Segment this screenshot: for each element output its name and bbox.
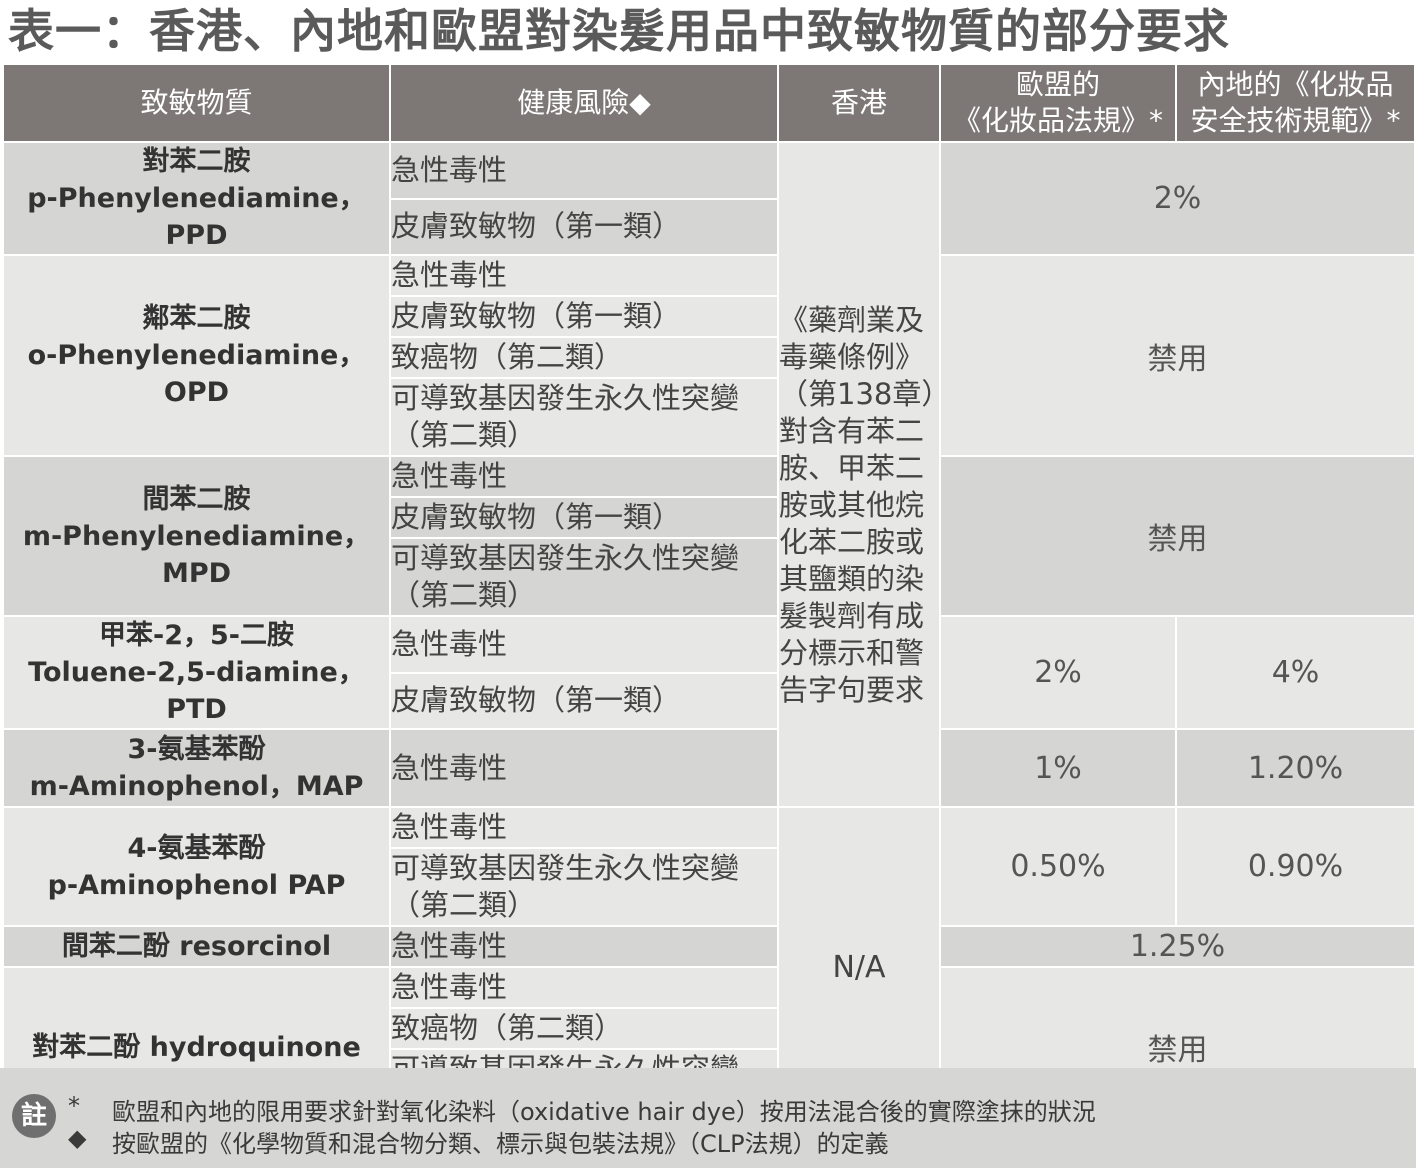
requirements-table: 致敏物質 健康風險◆ 香港 歐盟的 《化妝品法規》* 內地的《化妝品 安全技術規範》…: [2, 63, 1416, 1128]
table-row: 皮膚致敏物（第一類）: [3, 295, 1415, 338]
table-row: 對苯二酚 hydroquinone 急性毒性 禁用: [2, 966, 1416, 1128]
table-row: 皮膚致敏物（第一類）: [3, 671, 1415, 730]
substance-en: Toluene-2,5-diamine，PTD: [28, 657, 365, 725]
value-ptd-cn: 4%: [1175, 615, 1416, 730]
table-row: 甲苯-2，5-二胺 Toluene-2,5-diamine，PTD 急性毒性 2%…: [2, 615, 1416, 730]
substance-cn: 對苯二胺: [142, 146, 251, 177]
header-row: 致敏物質 健康風險◆ 香港 歐盟的 《化妝品法規》* 內地的《化妝品 安全技術規範》…: [2, 63, 1416, 143]
substance-en: p-Phenylenediamine，PPD: [27, 183, 366, 251]
substance-cn: 3-氨基苯酚: [127, 734, 266, 765]
table-row: 可導致基因發生永久性突變（第二類）: [3, 377, 1415, 457]
risk-cell: 皮膚致敏物（第一類）: [389, 496, 779, 539]
substance-ptd: 甲苯-2，5-二胺 Toluene-2,5-diamine，PTD: [2, 615, 391, 730]
risk-cell: 致癌物（第二類）: [389, 336, 779, 379]
asterisk-mark: *: [68, 1092, 80, 1120]
header-eu-line2: 《化妝品法規》*: [952, 104, 1163, 137]
substance-pap: 4-氨基苯酚 p-Aminophenol PAP: [2, 806, 391, 927]
table-row: 鄰苯二胺 o-Phenylenediamine，OPD 急性毒性 禁用: [2, 254, 1416, 457]
hk-ordinance-cell: 《藥劑業及毒藥條例》（第138章）對含有苯二胺、甲苯二胺或其他烷化苯二胺或其鹽類…: [777, 141, 941, 808]
risk-cell: 急性毒性: [389, 141, 779, 200]
substance-cn: 甲苯-2，5-二胺: [99, 620, 294, 651]
substance-mpd: 間苯二胺 m-Phenylenediamine，MPD: [2, 455, 391, 617]
table-row: 可導致基因發生永久性突變（第二類）: [3, 537, 1415, 617]
header-risk: 健康風險◆: [389, 63, 779, 143]
risk-cell: 急性毒性: [389, 966, 779, 1009]
table-row: 3-氨基苯酚 m-Aminophenol，MAP 急性毒性 1% 1.20%: [2, 728, 1416, 808]
substance-en: p-Aminophenol PAP: [47, 869, 346, 901]
table-row: 間苯二酚 resorcinol 急性毒性 1.25%: [2, 925, 1416, 968]
risk-cell-mutation: 可導致基因發生永久性突變（第二類）: [389, 377, 779, 457]
value-map-cn: 1.20%: [1175, 728, 1416, 808]
risk-mutation-line2: （第二類）: [391, 888, 537, 922]
value-pap-cn: 0.90%: [1175, 806, 1416, 927]
risk-mutation-line1: 可導致基因發生永久性突變: [391, 541, 740, 575]
risk-cell-mutation: 可導致基因發生永久性突變（第二類）: [389, 537, 779, 617]
table-row: 致癌物（第二類）: [3, 336, 1415, 379]
risk-cell: 急性毒性: [389, 615, 779, 674]
table-row: 可導致基因發生永久性突變（第二類）: [3, 847, 1415, 927]
risk-cell: 皮膚致敏物（第一類）: [389, 671, 779, 730]
risk-cell: 皮膚致敏物（第一類）: [389, 295, 779, 338]
risk-cell-mutation: 可導致基因發生永久性突變（第二類）: [389, 847, 779, 927]
risk-cell: 致癌物（第二類）: [389, 1007, 779, 1050]
hk-ordinance: 《藥劑業及毒藥條例》（第138章）對含有苯二胺、甲苯二胺或其他烷化苯二胺或其鹽類…: [779, 303, 936, 707]
substance-map: 3-氨基苯酚 m-Aminophenol，MAP: [2, 728, 391, 808]
risk-mutation-line1: 可導致基因發生永久性突變: [391, 381, 740, 415]
header-cn: 內地的《化妝品 安全技術規範》*: [1175, 63, 1416, 143]
value-pap-eu: 0.50%: [939, 806, 1177, 927]
substance-resorcinol: 間苯二酚 resorcinol: [2, 925, 391, 968]
value-resorcinol: 1.25%: [939, 925, 1416, 968]
table-row: 皮膚致敏物（第一類）: [3, 496, 1415, 539]
footnote-diamond: 按歐盟的《化學物質和混合物分類、標示與包裝法規》（CLP法規）的定義: [112, 1130, 889, 1158]
page-title: 表一：香港、內地和歐盟對染髮用品中致敏物質的部分要求: [8, 4, 1230, 58]
substance-en: m-Aminophenol，MAP: [29, 771, 364, 802]
table-row: 皮膚致敏物（第一類）: [3, 197, 1415, 256]
value-opd: 禁用: [939, 254, 1416, 457]
risk-mutation-line1: 可導致基因發生永久性突變: [391, 851, 740, 885]
risk-cell: 急性毒性: [389, 455, 779, 498]
substance-en: m-Phenylenediamine，MPD: [22, 520, 371, 589]
value-ptd-eu: 2%: [939, 615, 1177, 730]
header-eu: 歐盟的 《化妝品法規》*: [939, 63, 1177, 143]
risk-cell: 急性毒性: [389, 806, 779, 849]
risk-mutation-line2: （第二類）: [391, 578, 537, 612]
substance-ppd: 對苯二胺 p-Phenylenediamine，PPD: [2, 141, 391, 256]
risk-cell: 皮膚致敏物（第一類）: [389, 197, 779, 256]
header-eu-line1: 歐盟的: [1015, 68, 1100, 101]
substance-cn: 間苯二胺: [142, 483, 251, 515]
footnote-panel: [0, 1068, 1416, 1168]
header-hk: 香港: [777, 63, 941, 143]
header-cn-line1: 內地的《化妝品: [1197, 68, 1394, 101]
header-cn-line2: 安全技術規範》*: [1190, 104, 1401, 137]
risk-cell: 急性毒性: [389, 728, 779, 808]
substance-opd: 鄰苯二胺 o-Phenylenediamine，OPD: [2, 254, 391, 457]
table-row: 間苯二胺 m-Phenylenediamine，MPD 急性毒性 禁用: [2, 455, 1416, 617]
substance-cn: 鄰苯二胺: [142, 303, 251, 334]
footnote-asterisk: 歐盟和內地的限用要求針對氧化染料（oxidative hair dye）按用法混…: [112, 1098, 1096, 1126]
table-row: 對苯二胺 p-Phenylenediamine，PPD 急性毒性 《藥劑業及毒藥條…: [2, 141, 1416, 808]
substance-en: o-Phenylenediamine，OPD: [27, 340, 366, 408]
diamond-mark: ◆: [68, 1124, 87, 1152]
value-map-eu: 1%: [939, 728, 1177, 808]
value-ppd: 2%: [939, 141, 1416, 256]
risk-cell: 急性毒性: [389, 254, 779, 297]
header-substance: 致敏物質: [2, 63, 391, 143]
risk-cell: 急性毒性: [389, 925, 779, 968]
note-badge: 註: [12, 1094, 56, 1138]
table-row: 致癌物（第二類）: [3, 1007, 1415, 1050]
risk-mutation-line2: （第二類）: [391, 418, 537, 452]
table-row: 4-氨基苯酚 p-Aminophenol PAP 急性毒性 N/A 0.50% 0…: [2, 806, 1416, 1128]
substance-cn: 4-氨基苯酚: [127, 832, 266, 864]
value-mpd: 禁用: [939, 455, 1416, 617]
